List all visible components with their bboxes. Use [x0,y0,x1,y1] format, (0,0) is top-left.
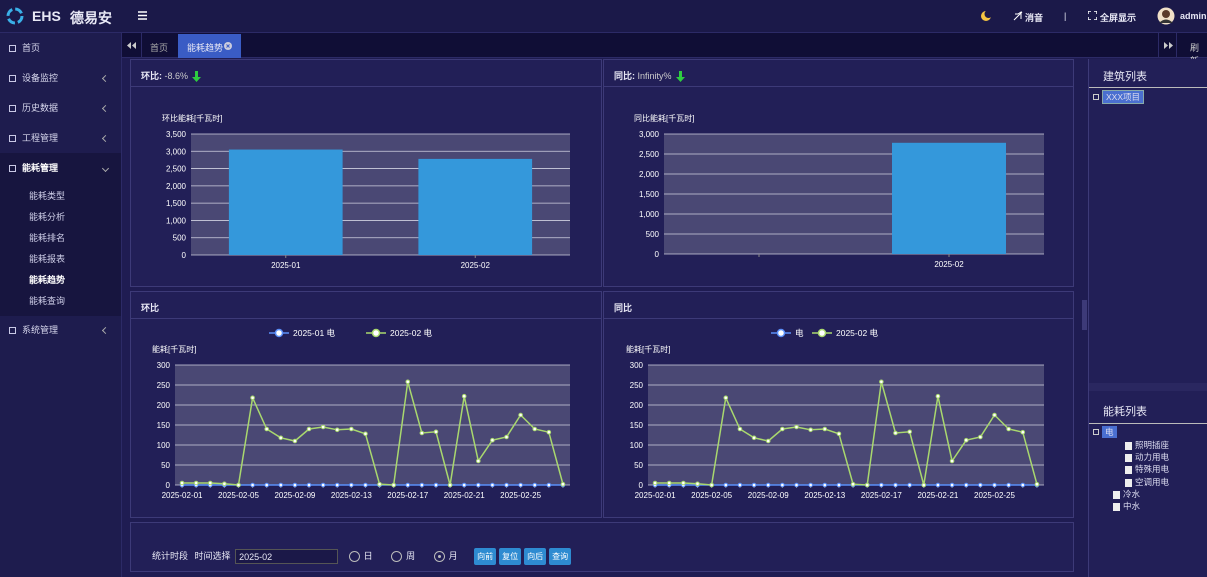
menu-toggle[interactable] [138,11,148,20]
submenu-item[interactable]: 能耗查询 [29,296,66,306]
down-arrow [675,71,685,83]
query-row: 统计时段 时间选择 2025-02 日 周 月 向前 复位 向后 查询 [152,548,574,565]
time-label: 时间选择 [194,551,231,561]
mute-icon [1013,11,1023,21]
mute-button[interactable]: 消音 [1025,13,1044,23]
menu-label: 工程管理 [22,133,59,143]
button[interactable]: 复位 [499,548,522,565]
submenu-group: 能耗管理 能耗类型 能耗分析 能耗排名 能耗报表 能耗趋势 能耗查询 [0,153,121,316]
building-list-title: 建筑列表 [1103,71,1147,83]
panel-header: 同比 [604,292,1073,319]
brand: 德易安 [70,10,112,26]
panel-value: -8.6% [164,71,189,81]
period-label: 统计时段 [152,551,189,561]
tree-node[interactable]: XXX项目 [1093,90,1145,104]
menu-label: 历史数据 [22,103,59,113]
tree-leaf[interactable]: 动力用电 [1125,451,1169,463]
panel: 同比 [603,291,1074,518]
radio[interactable] [348,551,360,563]
menu-item[interactable]: 系统管理 [0,315,122,345]
submenu-item[interactable]: 能耗排名 [29,233,66,243]
energy-list-title: 能耗列表 [1103,406,1147,418]
tree-leaf[interactable]: 特殊用电 [1125,463,1169,475]
menu-item[interactable]: 设备监控 [0,63,122,93]
menu-label: 设备监控 [22,73,59,83]
radio[interactable] [391,551,403,563]
scrollbar[interactable] [1089,383,1207,391]
splitter[interactable] [1082,300,1087,330]
fullscreen-button[interactable]: 全屏显示 [1100,13,1137,23]
menu-label: 首页 [22,43,41,53]
tab-active[interactable]: 能耗趋势 [178,34,241,58]
tab-label: 能耗趋势 [187,43,224,53]
button[interactable]: 向后 [524,548,547,565]
query-panel: 统计时段 时间选择 2025-02 日 周 月 向前 复位 向后 查询 [130,522,1074,572]
logo-icon [6,7,24,25]
panel-header: 同比: Infinity% [604,60,1073,87]
panel-label: 同比: [614,71,635,81]
separator: | [1064,11,1067,21]
user-name[interactable]: admin [1180,11,1207,21]
button[interactable]: 查询 [549,548,572,565]
menu-item[interactable]: 工程管理 [0,123,122,153]
panel-value: Infinity% [637,71,672,81]
fullscreen-icon [1088,11,1097,20]
tab-scroll-left[interactable] [122,33,142,58]
radio[interactable] [433,551,445,563]
panel-label: 环比: [141,71,162,81]
logo: EHS [32,8,61,24]
submenu-item[interactable]: 能耗报表 [29,254,66,264]
panel-title: 同比 [614,303,633,313]
panel: 环比 [130,291,602,518]
tree-leaf[interactable]: 冷水 [1113,488,1140,500]
tab-close[interactable] [224,42,232,50]
tree-node[interactable]: 电 [1093,426,1117,438]
tab[interactable]: 首页 [150,43,169,53]
header: EHS 德易安 消音 | 全屏显示 admin [0,0,1207,33]
submenu-item-active[interactable]: 能耗趋势 [29,275,66,285]
tree-leaf[interactable]: 空调用电 [1125,476,1169,488]
panel: 环比: -8.6% [130,59,602,287]
menu-label: 系统管理 [22,325,59,335]
sidebar: 首页 设备监控 历史数据 工程管理 能耗管理 能耗类型 能耗分析 能耗排名 能耗… [0,33,122,577]
radio-label: 日 [363,551,373,561]
right-panel: 建筑列表 XXX项目 能耗列表 电 照明插座 动力用电 特殊用电 空调用电 冷水… [1088,59,1207,577]
button[interactable]: 向前 [474,548,497,565]
down-arrow [192,71,202,83]
panel: 同比: Infinity% [603,59,1074,287]
panel-header: 环比: -8.6% [131,60,601,87]
radio-label: 月 [448,551,458,561]
submenu-item[interactable]: 能耗类型 [29,191,66,201]
tab-scroll-right[interactable] [1158,33,1177,58]
tree-leaf[interactable]: 照明插座 [1125,439,1169,451]
tab-bar: 首页 能耗趋势 刷新 [122,33,1207,66]
panel-header: 环比 [131,292,601,319]
menu-item[interactable]: 历史数据 [0,93,122,123]
menu-item[interactable]: 能耗管理 [0,153,122,183]
radio-label: 周 [406,551,416,561]
avatar[interactable] [1157,7,1175,25]
menu-item[interactable]: 首页 [0,33,122,63]
divider [1089,423,1207,424]
tree-leaf[interactable]: 中水 [1113,500,1140,512]
divider [1089,87,1207,88]
menu-label: 能耗管理 [22,163,59,173]
tree-label: XXX项目 [1102,90,1145,104]
time-input[interactable]: 2025-02 [235,549,339,565]
theme-toggle[interactable] [980,10,992,22]
panel-title: 环比 [141,303,160,313]
submenu-item[interactable]: 能耗分析 [29,212,66,222]
tree-label: 电 [1102,426,1117,438]
